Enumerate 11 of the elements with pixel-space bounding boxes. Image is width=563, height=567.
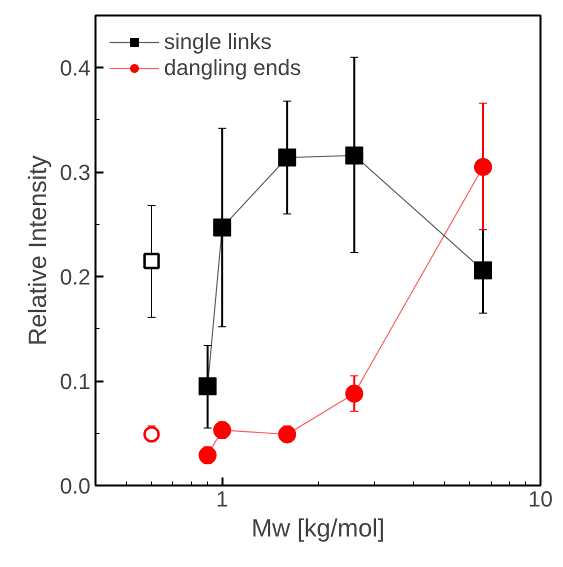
legend-label: dangling ends (164, 55, 302, 81)
y-tick-label: 0.4 (60, 56, 91, 81)
y-tick-label: 0.2 (60, 264, 91, 290)
x-tick-label: 10 (528, 486, 553, 512)
x-axis-title: Mw [kg/mol] (251, 514, 385, 542)
y-axis-title: Relative Intensity (24, 154, 52, 346)
y-tick-label: 0.3 (60, 160, 91, 186)
x-tick-label: 1 (216, 486, 228, 512)
legend-label: single links (164, 29, 272, 55)
y-tick-label: 0.0 (60, 474, 91, 498)
y-tick-label: 0.1 (60, 369, 91, 394)
